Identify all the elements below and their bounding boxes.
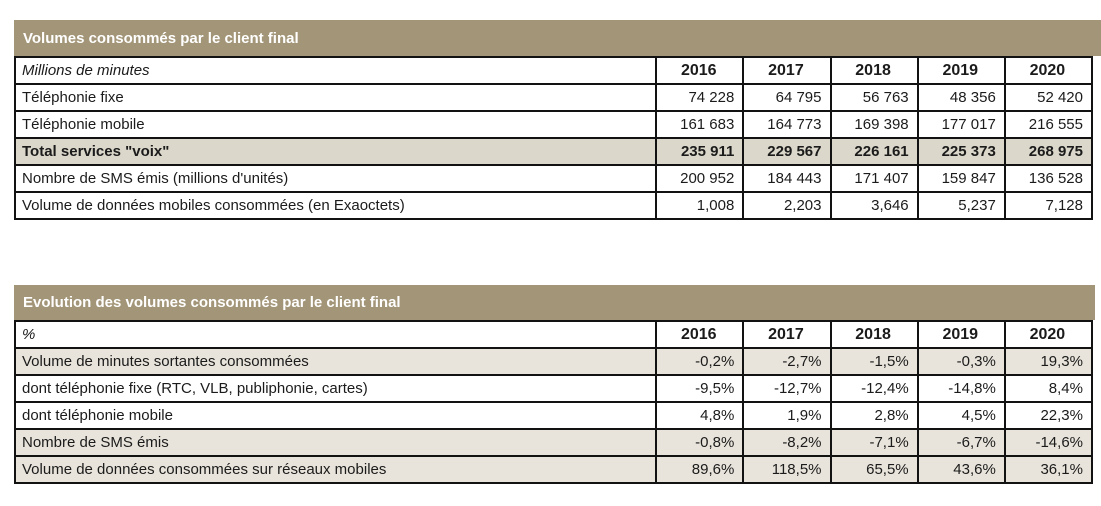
year-header-2016: 2016 (655, 320, 745, 349)
unit-label: % (13, 320, 658, 349)
table-row-dont-fixe: dont téléphonie fixe (RTC, VLB, publipho… (13, 374, 1094, 403)
row-label: Nombre de SMS émis (millions d'unités) (13, 164, 658, 193)
row-label: Téléphonie mobile (13, 110, 658, 139)
row-label: Téléphonie fixe (13, 83, 658, 112)
value-cell: -0,3% (916, 347, 1006, 376)
table-header-row: % 2016 2017 2018 2019 2020 (13, 320, 1094, 349)
table-row-telephonie-fixe: Téléphonie fixe 74 228 64 795 56 763 48 … (13, 83, 1094, 112)
value-cell: 169 398 (829, 110, 919, 139)
value-cell: 2,203 (742, 191, 832, 220)
evolution-table: % 2016 2017 2018 2019 2020 Volume de min… (13, 320, 1094, 484)
value-cell: 7,128 (1003, 191, 1094, 220)
value-cell: 74 228 (655, 83, 745, 112)
evolution-table-title: Evolution des volumes consommés par le c… (23, 294, 401, 311)
evolution-table-title-bar: Evolution des volumes consommés par le c… (14, 285, 1095, 320)
row-label: Total services "voix" (13, 137, 658, 166)
table-row-donnees-mobiles: Volume de données mobiles consommées (en… (13, 191, 1094, 220)
row-label: Nombre de SMS émis (13, 428, 658, 457)
table-row-minutes-sortantes: Volume de minutes sortantes consommées -… (13, 347, 1094, 376)
volumes-table-title: Volumes consommés par le client final (23, 29, 299, 47)
year-header-2019: 2019 (916, 320, 1006, 349)
value-cell: 56 763 (829, 83, 919, 112)
value-cell: 177 017 (916, 110, 1006, 139)
table-row-sms: Nombre de SMS émis (millions d'unités) 2… (13, 164, 1094, 193)
table-row-donnees-reseaux-mobiles: Volume de données consommées sur réseaux… (13, 455, 1094, 484)
value-cell: 3,646 (829, 191, 919, 220)
value-cell: -1,5% (829, 347, 919, 376)
table-row-total-voix: Total services "voix" 235 911 229 567 22… (13, 137, 1094, 166)
value-cell: -14,6% (1003, 428, 1094, 457)
year-header-2016: 2016 (655, 56, 745, 85)
value-cell: 171 407 (829, 164, 919, 193)
year-header-2018: 2018 (829, 56, 919, 85)
value-cell: 43,6% (916, 455, 1006, 484)
value-cell: -7,1% (829, 428, 919, 457)
value-cell: -2,7% (742, 347, 832, 376)
value-cell: -0,8% (655, 428, 745, 457)
value-cell: 64 795 (742, 83, 832, 112)
row-label: Volume de données consommées sur réseaux… (13, 455, 658, 484)
value-cell: 1,008 (655, 191, 745, 220)
row-label: Volume de données mobiles consommées (en… (13, 191, 658, 220)
value-cell: 8,4% (1003, 374, 1094, 403)
value-cell: -8,2% (742, 428, 832, 457)
value-cell: -14,8% (916, 374, 1006, 403)
value-cell: -12,7% (742, 374, 832, 403)
value-cell: 268 975 (1003, 137, 1094, 166)
table-row-dont-mobile: dont téléphonie mobile 4,8% 1,9% 2,8% 4,… (13, 401, 1094, 430)
value-cell: 4,5% (916, 401, 1006, 430)
value-cell: 200 952 (655, 164, 745, 193)
value-cell: -12,4% (829, 374, 919, 403)
table-row-telephonie-mobile: Téléphonie mobile 161 683 164 773 169 39… (13, 110, 1094, 139)
table-row-sms-evolution: Nombre de SMS émis -0,8% -8,2% -7,1% -6,… (13, 428, 1094, 457)
volumes-table: Millions de minutes 2016 2017 2018 2019 … (13, 56, 1094, 220)
value-cell: 52 420 (1003, 83, 1094, 112)
value-cell: 235 911 (655, 137, 745, 166)
value-cell: -9,5% (655, 374, 745, 403)
value-cell: 159 847 (916, 164, 1006, 193)
value-cell: 225 373 (916, 137, 1006, 166)
value-cell: 65,5% (829, 455, 919, 484)
value-cell: -0,2% (655, 347, 745, 376)
value-cell: 4,8% (655, 401, 745, 430)
value-cell: -6,7% (916, 428, 1006, 457)
value-cell: 22,3% (1003, 401, 1094, 430)
year-header-2020: 2020 (1003, 56, 1094, 85)
year-header-2019: 2019 (916, 56, 1006, 85)
value-cell: 89,6% (655, 455, 745, 484)
value-cell: 161 683 (655, 110, 745, 139)
value-cell: 19,3% (1003, 347, 1094, 376)
value-cell: 229 567 (742, 137, 832, 166)
row-label: dont téléphonie fixe (RTC, VLB, publipho… (13, 374, 658, 403)
value-cell: 5,237 (916, 191, 1006, 220)
value-cell: 36,1% (1003, 455, 1094, 484)
year-header-2018: 2018 (829, 320, 919, 349)
value-cell: 226 161 (829, 137, 919, 166)
value-cell: 216 555 (1003, 110, 1094, 139)
value-cell: 164 773 (742, 110, 832, 139)
unit-label: Millions de minutes (13, 56, 658, 85)
volumes-table-title-bar: Volumes consommés par le client final (14, 20, 1101, 56)
value-cell: 118,5% (742, 455, 832, 484)
value-cell: 48 356 (916, 83, 1006, 112)
year-header-2017: 2017 (742, 56, 832, 85)
table-header-row: Millions de minutes 2016 2017 2018 2019 … (13, 56, 1094, 85)
year-header-2020: 2020 (1003, 320, 1094, 349)
value-cell: 1,9% (742, 401, 832, 430)
value-cell: 2,8% (829, 401, 919, 430)
row-label: Volume de minutes sortantes consommées (13, 347, 658, 376)
row-label: dont téléphonie mobile (13, 401, 658, 430)
year-header-2017: 2017 (742, 320, 832, 349)
value-cell: 184 443 (742, 164, 832, 193)
value-cell: 136 528 (1003, 164, 1094, 193)
